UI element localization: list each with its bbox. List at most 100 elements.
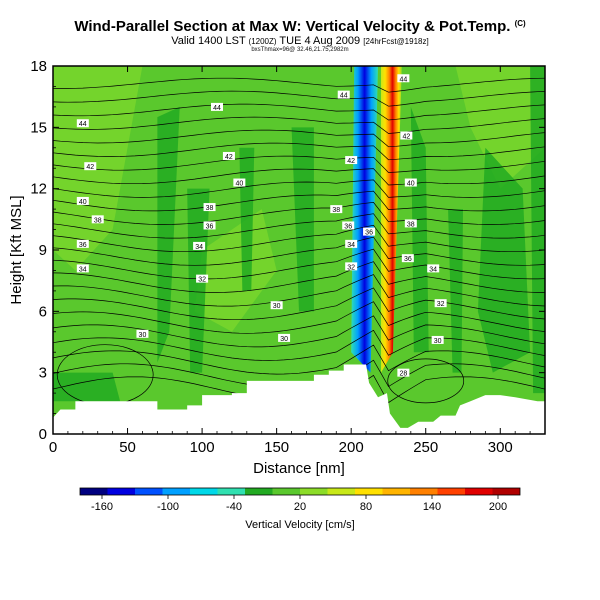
- copyright-mark: (C): [514, 19, 526, 28]
- isentrope-line: [53, 248, 545, 280]
- contour-label-text: 40: [79, 199, 87, 206]
- contour-label-text: 34: [79, 266, 87, 273]
- contour-label-bg: [278, 333, 291, 342]
- x-tick-label: 0: [49, 439, 57, 456]
- isentrope-line: [53, 329, 545, 361]
- valid-date: TUE 4 Aug 2009: [279, 35, 361, 47]
- isentrope-line: [53, 274, 545, 307]
- contour-label-bg: [270, 301, 283, 310]
- isentrope-line: [53, 90, 545, 107]
- isentrope-line: [53, 155, 545, 173]
- contour-label: 38: [330, 205, 343, 214]
- contour-label: 40: [76, 196, 89, 206]
- contour-label: 34: [76, 264, 89, 273]
- isentrope-line: [53, 213, 545, 239]
- isentrope-line: [53, 287, 545, 321]
- contour-label: 40: [233, 178, 246, 188]
- x-tick-label: 250: [413, 439, 438, 456]
- contour-label-text: 42: [347, 158, 355, 165]
- valid-prefix: Valid 1400 LST: [171, 35, 246, 47]
- x-tick-label: 200: [339, 439, 364, 456]
- contour-label: 44: [397, 74, 410, 83]
- contour-label-bg: [404, 178, 417, 187]
- isentrope-line: [53, 344, 545, 375]
- contour-label: 36: [401, 254, 414, 263]
- contour-label-bg: [397, 74, 410, 83]
- isentrope-line: [53, 236, 545, 266]
- contour-label: 42: [84, 162, 97, 171]
- contour-label-text: 44: [340, 93, 348, 100]
- contour-label-text: 32: [198, 277, 206, 284]
- contour-label: 42: [345, 156, 358, 165]
- contour-label-bg: [345, 262, 358, 271]
- contour-label-text: 36: [79, 242, 87, 249]
- contour-label-text: 44: [399, 76, 407, 83]
- contour-label: 42: [400, 131, 413, 141]
- isentrope-line: [53, 261, 545, 293]
- light-patch: [194, 209, 277, 332]
- contour-label: 38: [404, 219, 417, 228]
- colorbar-tick-label: 200: [489, 501, 507, 513]
- isentrope-line: [53, 202, 545, 225]
- x-tick-label: 100: [190, 439, 215, 456]
- contour-label-text: 34: [347, 242, 355, 249]
- location-line: bxsThmax=96@ 32.46,21.75,2982m: [251, 47, 349, 53]
- contour-label-bg: [363, 227, 376, 236]
- colorbar-tick-label: 20: [294, 501, 306, 513]
- contour-label-bg: [193, 241, 206, 250]
- contour-label-bg: [211, 102, 223, 111]
- contour-label: 32: [196, 274, 209, 284]
- contour-label: 30: [278, 333, 291, 343]
- isentrope-line: [53, 190, 545, 212]
- contour-label-text: 38: [407, 221, 415, 228]
- isentrope-line: [53, 301, 545, 334]
- contour-label-text: 38: [206, 205, 214, 212]
- contour-label: 36: [363, 227, 376, 237]
- contour-label-bg: [76, 239, 89, 248]
- contour-label-bg: [222, 151, 235, 160]
- terrain: [53, 364, 545, 434]
- contour-label-text: 42: [225, 154, 233, 161]
- contour-label-text: 38: [94, 217, 102, 224]
- contour-label-text: 36: [344, 223, 352, 230]
- contour-label: 44: [337, 90, 350, 100]
- updraft-band: [381, 66, 402, 373]
- isentrope-line: [53, 116, 545, 134]
- valid-suffix: [24hrFcst@1918z]: [363, 37, 429, 46]
- downdraft-band: [351, 66, 379, 373]
- contour-label-text: 30: [434, 338, 442, 345]
- isentrope-line: [53, 142, 545, 161]
- isentrope-line: [53, 129, 545, 148]
- contour-label: 32: [434, 299, 447, 308]
- contour-label: 38: [203, 203, 216, 212]
- colorbar-tick-label: -40: [226, 501, 242, 513]
- contour-label-bg: [196, 274, 209, 283]
- contour-label-text: 40: [407, 181, 415, 188]
- isentrope-line: [53, 103, 545, 121]
- dark-patch: [157, 106, 180, 363]
- contour-label-text: 38: [332, 207, 340, 214]
- y-tick-label: 9: [39, 242, 47, 259]
- contour-label-text: 34: [195, 244, 203, 251]
- contour-label-bg: [84, 162, 97, 171]
- contour-label-bg: [427, 264, 440, 273]
- y-tick-label: 3: [39, 365, 47, 382]
- dark-patch: [477, 147, 531, 373]
- y-tick-label: 18: [30, 58, 47, 75]
- valid-utc: (1200Z): [248, 37, 277, 46]
- contour-label: 44: [76, 119, 89, 128]
- isentrope-line: [387, 358, 465, 404]
- contour-label-bg: [76, 119, 89, 128]
- colorbar-tick-label: 140: [423, 501, 441, 513]
- contour-label-bg: [330, 205, 343, 214]
- contour-label-bg: [136, 329, 149, 338]
- contour-label-bg: [404, 219, 417, 228]
- contour-label-text: 44: [79, 121, 87, 128]
- colorbar-tick-label: 80: [360, 501, 372, 513]
- valid-time-line: Valid 1400 LST (1200Z) TUE 4 Aug 2009 [2…: [0, 35, 600, 47]
- contour-label: 34: [427, 264, 440, 273]
- x-tick-label: 50: [119, 439, 136, 456]
- contour-label: 32: [345, 262, 358, 271]
- contour-label: 34: [345, 239, 358, 249]
- contour-label-bg: [434, 299, 447, 308]
